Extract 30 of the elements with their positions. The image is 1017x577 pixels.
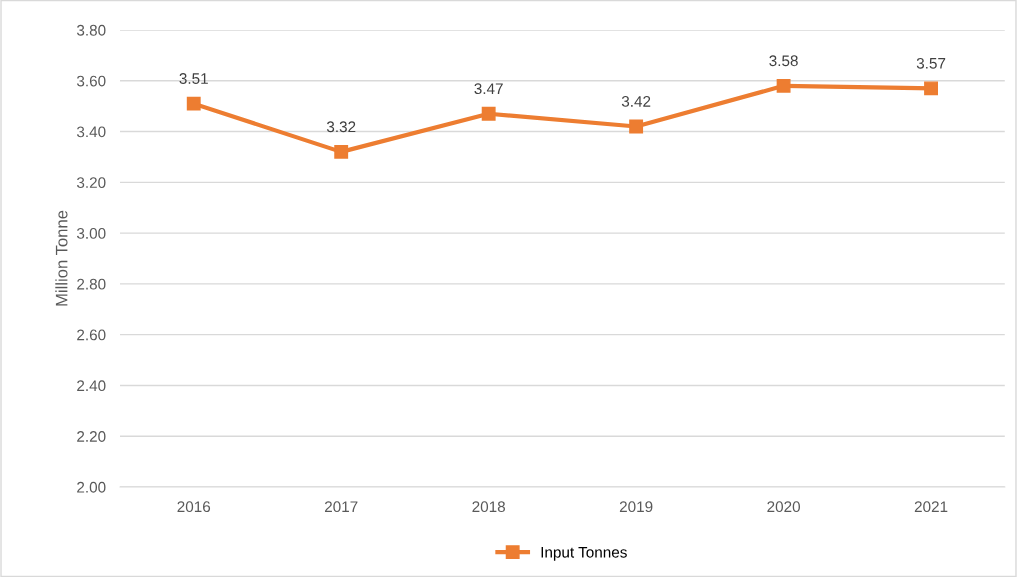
point: [186, 96, 201, 111]
point: [334, 144, 349, 159]
data-label: 3.58: [769, 55, 798, 67]
point: [776, 78, 791, 93]
data-label: 3.47: [474, 83, 503, 95]
data-label: 3.32: [326, 121, 356, 133]
y-tick-label: 3.60: [76, 75, 106, 87]
y-tick-label: 2.40: [77, 380, 106, 392]
y-tick-label: 3.00: [76, 227, 106, 239]
x-tick-label: 2017: [324, 501, 358, 513]
legend-label: Input Tonnes: [541, 547, 627, 561]
y-tick-label: 2.60: [77, 329, 106, 341]
data-label: 3.57: [916, 57, 946, 69]
y-tick-label: 2.00: [77, 481, 106, 493]
x-tick-label: 2020: [767, 501, 800, 513]
y-tick-label: 3.80: [76, 24, 106, 36]
x-tick-label: 2019: [619, 501, 653, 513]
x-tick-label: 2018: [472, 501, 505, 513]
y-tick-label: 2.20: [77, 431, 106, 442]
point: [924, 81, 939, 96]
x-tick-label: 2021: [914, 501, 948, 513]
y-tick-label: 2.80: [77, 278, 106, 290]
data-label: 3.42: [621, 95, 651, 107]
data-label: 3.51: [179, 73, 208, 84]
point: [481, 106, 496, 121]
y-tick-label: 3.40: [76, 126, 106, 138]
point: [629, 119, 644, 134]
y-tick-label: 3.20: [76, 177, 106, 189]
x-tick-label: 2016: [177, 501, 211, 513]
y-axis-title: Million Tonne: [55, 210, 68, 306]
